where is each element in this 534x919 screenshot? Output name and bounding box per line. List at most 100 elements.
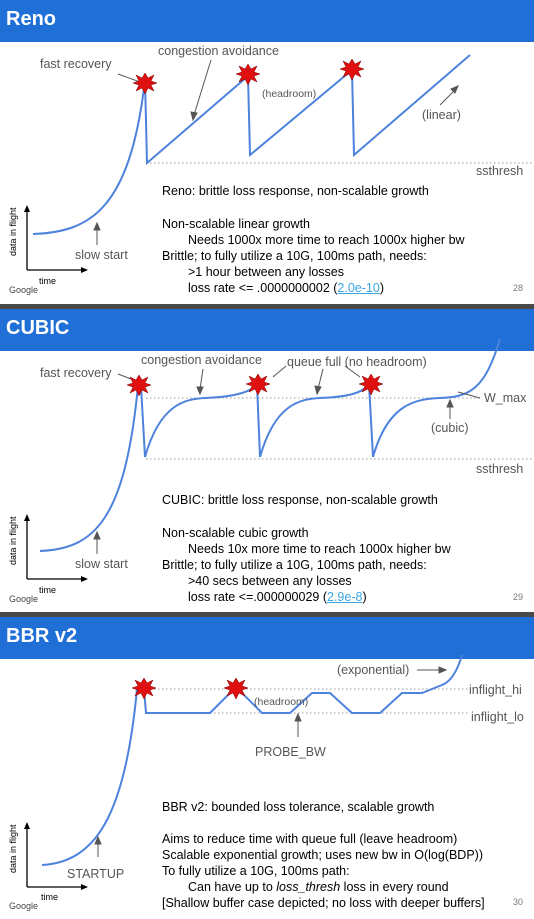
y-axis-arrow-icon	[24, 514, 30, 521]
slide-title: Reno	[6, 8, 56, 30]
loss-burst-icon	[132, 72, 158, 95]
text-line: Non-scalable cubic growth	[162, 526, 309, 540]
text-line: Can have up to loss_thresh loss in every…	[188, 879, 449, 895]
x-axis-label: time	[39, 276, 57, 286]
arrow-icon	[344, 365, 361, 378]
text-line: To fully utilize a 10G, 100ms path:	[162, 864, 350, 878]
arrow-icon	[117, 73, 141, 83]
arrow-icon	[314, 385, 322, 396]
reno-diagram	[24, 54, 534, 273]
arrow-icon	[317, 368, 324, 390]
fast-recovery-label: fast recovery	[40, 366, 112, 380]
text-line: Scalable exponential growth; uses new bw…	[162, 848, 483, 862]
slide-title: BBR v2	[6, 625, 78, 647]
loss-burst-icon	[131, 677, 157, 700]
slide-banner: BBR v2	[0, 617, 534, 659]
loss-thresh-prefix: Can have up to	[188, 880, 277, 894]
loss-thresh-suffix: loss in every round	[340, 880, 449, 894]
arrow-icon	[199, 368, 204, 390]
congestion-avoidance-label: congestion avoidance	[141, 353, 262, 367]
slide-title: CUBIC	[6, 317, 70, 339]
arrow-icon	[446, 398, 454, 408]
loss-burst-icon	[126, 374, 152, 397]
slide-banner: CUBIC	[0, 309, 534, 351]
loss-burst-icon	[223, 677, 249, 700]
loss-thresh-term: loss_thresh	[276, 880, 341, 894]
y-axis-label: data in flight	[8, 207, 18, 256]
text-line: Needs 1000x more time to reach 1000x hig…	[188, 233, 465, 247]
slide-separator	[0, 304, 534, 309]
text-heading: Reno: brittle loss response, non-scalabl…	[162, 184, 429, 198]
page-number: 30	[513, 897, 524, 907]
loss-rate-suffix: )	[379, 281, 384, 295]
slide-cubic: CUBIC fast recovery conge	[0, 309, 534, 612]
bbr-diagram	[24, 654, 468, 890]
arrow-icon	[93, 221, 101, 231]
text-heading: BBR v2: bounded loss tolerance, scalable…	[162, 800, 435, 814]
x-axis-label: time	[41, 892, 59, 902]
bbr-curve	[41, 654, 463, 866]
congestion-avoidance-label: congestion avoidance	[158, 44, 279, 58]
y-axis-label: data in flight	[8, 824, 18, 873]
arrow-icon	[438, 666, 448, 674]
slide-separator	[0, 612, 534, 617]
ssthresh-label: ssthresh	[476, 462, 524, 476]
arrow-icon	[439, 89, 456, 106]
text-line: loss rate <=.000000029 (2.9e-8)	[188, 589, 367, 605]
startup-label: STARTUP	[67, 867, 125, 881]
slow-start-label: slow start	[75, 248, 128, 262]
loss-rate-text: loss rate <=.000000029 (	[188, 590, 327, 604]
cubic-diagram	[24, 338, 534, 582]
probe-bw-label: PROBE_BW	[255, 745, 326, 759]
loss-rate-text: loss rate <= .0000000002 (	[188, 281, 338, 295]
text-heading: CUBIC: brittle loss response, non-scalab…	[162, 493, 438, 507]
arrow-icon	[294, 712, 302, 722]
page-number: 29	[513, 592, 524, 602]
y-axis-arrow-icon	[24, 205, 30, 212]
arrow-icon	[117, 373, 132, 380]
cubic-curve	[39, 338, 501, 552]
slide-reno: Reno fast recovery congestion avoidance	[0, 0, 534, 304]
loss-rate-link[interactable]: 2.9e-8	[327, 590, 363, 604]
arrow-icon	[272, 365, 287, 378]
headroom-label: (headroom)	[254, 696, 309, 708]
w-max-label: W_max	[484, 391, 527, 405]
loss-burst-icon	[339, 58, 365, 81]
x-axis-arrow-icon	[81, 267, 88, 273]
arrow-icon	[196, 386, 204, 396]
text-line: Needs 10x more time to reach 1000x highe…	[188, 542, 451, 556]
text-line: loss rate <= .0000000002 (2.0e-10)	[188, 280, 384, 296]
text-line: Brittle; to fully utilize a 10G, 100ms p…	[162, 249, 427, 263]
exponential-label: (exponential)	[337, 663, 410, 677]
y-axis-label: data in flight	[8, 516, 18, 565]
headroom-label: (headroom)	[262, 88, 317, 100]
google-logo: Google	[9, 285, 39, 295]
slow-start-label: slow start	[75, 557, 128, 571]
reno-curve	[32, 54, 471, 235]
text-line: Brittle; to fully utilize a 10G, 100ms p…	[162, 558, 427, 572]
slide-banner: Reno	[0, 0, 534, 42]
loss-rate-link[interactable]: 2.0e-10	[337, 281, 380, 295]
loss-burst-icon	[358, 373, 384, 396]
loss-rate-suffix: )	[362, 590, 367, 604]
text-line: Non-scalable linear growth	[162, 217, 310, 231]
x-axis-arrow-icon	[81, 576, 88, 582]
arrow-icon	[94, 835, 102, 845]
inflight-hi-label: inflight_hi	[469, 683, 522, 697]
page-number: 28	[513, 283, 524, 293]
loss-burst-icon	[245, 373, 271, 396]
arrow-icon	[457, 391, 481, 399]
fast-recovery-label: fast recovery	[40, 57, 112, 71]
text-line: >40 secs between any losses	[188, 574, 352, 588]
cubic-label: (cubic)	[431, 421, 469, 435]
arrow-icon	[93, 530, 101, 540]
slide-bbr-v2: BBR v2 (exponential) (headroom) inflight…	[0, 617, 534, 919]
inflight-lo-label: inflight_lo	[471, 710, 524, 724]
google-logo: Google	[9, 901, 39, 911]
text-line: Aims to reduce time with queue full (lea…	[162, 832, 458, 846]
x-axis-label: time	[39, 585, 57, 595]
google-logo: Google	[9, 594, 39, 604]
loss-burst-icon	[235, 63, 261, 86]
arrow-icon	[193, 59, 212, 116]
ssthresh-label: ssthresh	[476, 164, 524, 178]
